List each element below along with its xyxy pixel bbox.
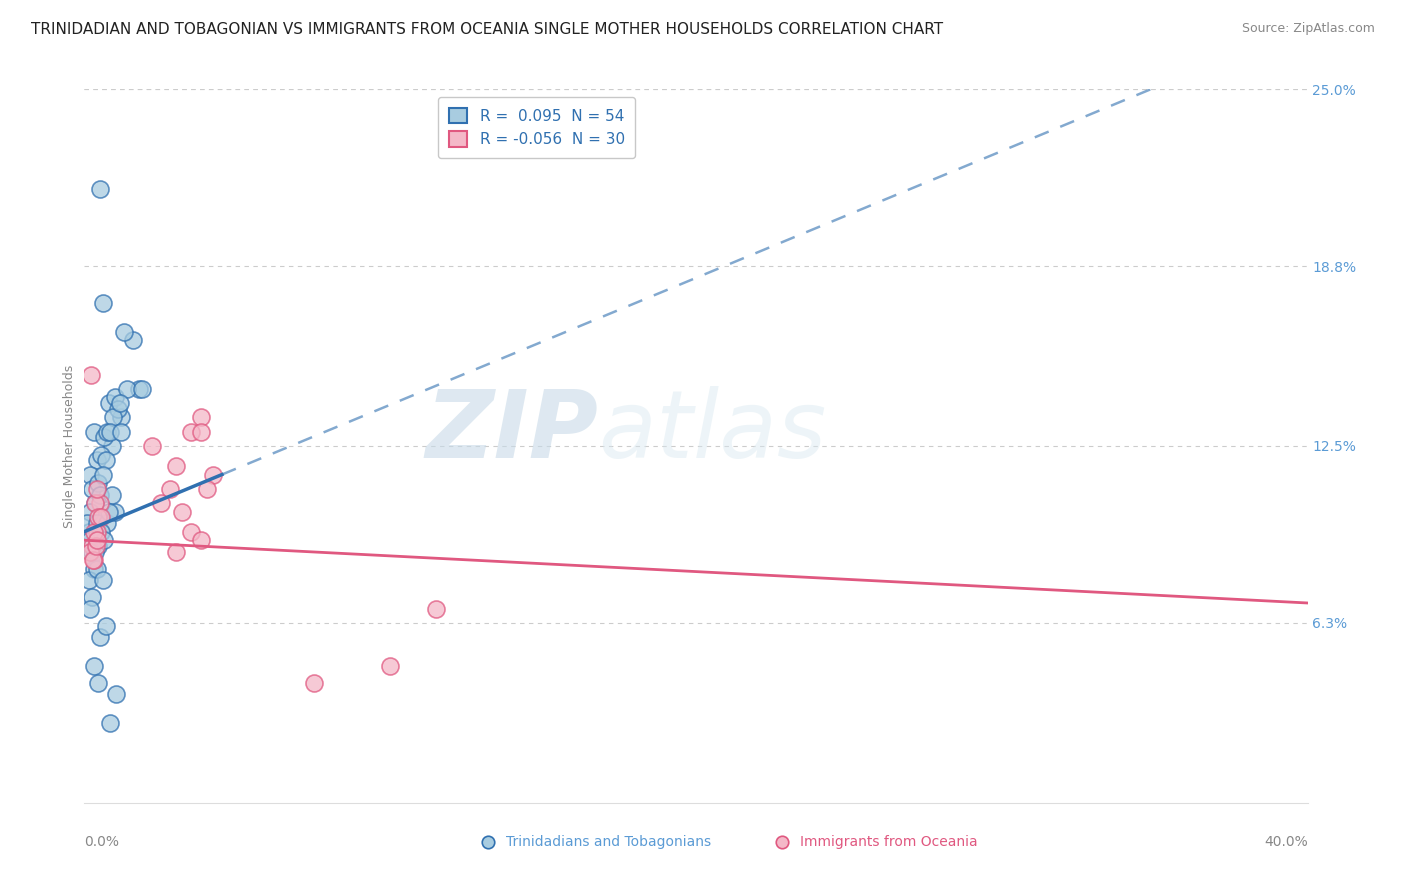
Point [79,533,101,548]
Point [94,619,117,633]
Text: 0.0%: 0.0% [84,835,120,849]
Point [149,496,172,510]
Point [79,505,101,519]
Point [128,382,150,396]
Point [425,601,447,615]
Point [93,533,115,548]
Point [82,553,104,567]
Point [84,539,107,553]
Point [380,658,402,673]
Y-axis label: Single Mother Households: Single Mother Households [63,364,76,528]
Point [141,439,163,453]
Point [96,516,118,530]
Point [89,496,111,510]
Point [91,573,114,587]
Point [93,430,115,444]
Point [110,425,132,439]
Point [77,573,100,587]
Point [97,505,120,519]
Point [190,425,212,439]
Point [84,496,107,510]
Legend: R =  0.095  N = 54, R = -0.056  N = 30: R = 0.095 N = 54, R = -0.056 N = 30 [439,97,636,158]
Point [86,453,108,467]
Point [76,516,98,530]
Point [165,458,187,473]
Text: Source: ZipAtlas.com: Source: ZipAtlas.com [1241,22,1375,36]
Text: 40.0%: 40.0% [1264,835,1308,849]
Point [180,524,202,539]
Point [172,505,194,519]
Point [190,410,212,425]
Point [83,562,105,576]
Text: ZIP: ZIP [425,385,598,478]
Point [83,658,105,673]
Point [83,524,105,539]
Point [131,382,153,396]
Point [86,516,108,530]
Text: atlas: atlas [598,386,827,477]
Point [89,182,111,196]
Point [302,676,325,690]
Point [86,562,108,576]
Point [110,410,132,425]
Point [80,482,103,496]
Point [87,476,110,491]
Point [86,482,108,496]
Point [91,296,114,310]
Point [91,467,114,482]
Text: Immigrants from Oceania: Immigrants from Oceania [800,835,977,849]
Point [96,425,118,439]
Point [105,687,128,701]
Point [83,553,105,567]
Point [97,396,120,410]
Point [89,630,111,644]
Point [98,715,121,730]
Point [112,325,135,339]
Point [201,467,224,482]
Point [101,439,124,453]
Point [86,533,108,548]
Point [101,487,124,501]
Point [79,467,101,482]
Text: Trinidadians and Tobagonians: Trinidadians and Tobagonians [506,835,711,849]
Point [90,524,112,539]
Point [86,524,108,539]
Point [79,544,101,558]
Point [87,676,110,690]
Point [90,448,112,462]
Point [84,496,107,510]
Point [80,544,103,558]
Point [90,510,112,524]
Point [180,425,202,439]
Point [108,396,131,410]
Point [87,510,110,524]
Point [165,544,187,558]
Point [115,382,138,396]
Point [195,482,218,496]
Point [190,533,212,548]
Point [87,539,110,553]
Point [83,425,105,439]
Point [77,524,100,539]
Point [98,425,121,439]
Point [79,601,101,615]
Point [122,334,145,348]
Point [84,544,107,558]
Text: TRINIDADIAN AND TOBAGONIAN VS IMMIGRANTS FROM OCEANIA SINGLE MOTHER HOUSEHOLDS C: TRINIDADIAN AND TOBAGONIAN VS IMMIGRANTS… [31,22,943,37]
Point [80,591,103,605]
Point [80,539,103,553]
Point [103,410,125,425]
Point [89,487,111,501]
Point [104,391,127,405]
Point [104,505,127,519]
Point [80,368,103,382]
Point [107,401,129,416]
Point [159,482,181,496]
Point [94,453,117,467]
